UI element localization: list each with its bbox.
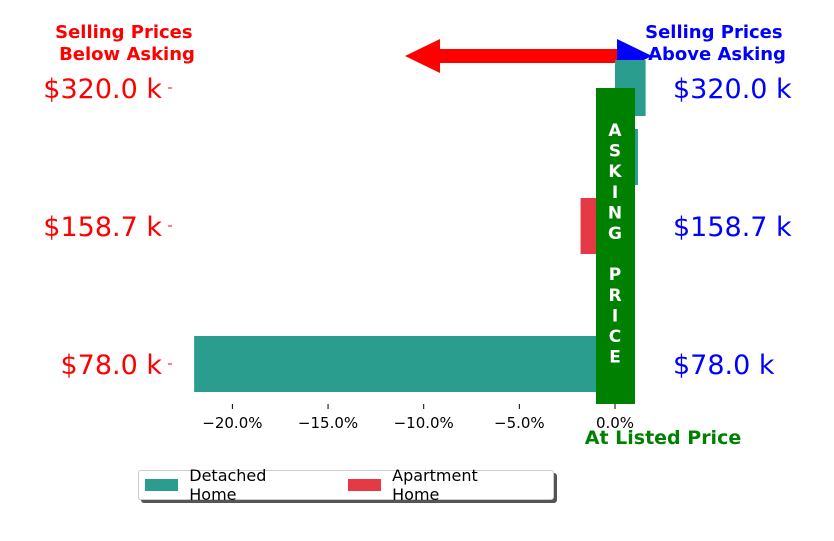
legend-swatch-apartment bbox=[347, 479, 382, 491]
bars bbox=[194, 60, 646, 392]
right-title-line-1: Selling Prices bbox=[645, 22, 782, 43]
legend-label-detached: Detached Home bbox=[189, 466, 267, 504]
left-tick-label: $158.7 k bbox=[43, 212, 162, 243]
legend-label-apartment: Apartment Home bbox=[392, 466, 478, 504]
x-tick-label: −15.0% bbox=[298, 414, 358, 432]
x-tick-label: 0.0% bbox=[596, 414, 634, 432]
double-arrow-icon bbox=[405, 39, 652, 73]
x-axis: −20.0% −15.0% −10.0% −5.0% 0.0% bbox=[202, 404, 634, 432]
legend-swatch-detached bbox=[145, 479, 179, 491]
asking-letter: I bbox=[612, 306, 618, 326]
right-tick-labels: $78.0 k $158.7 k $320.0 k bbox=[673, 74, 792, 381]
right-tick-label: $78.0 k bbox=[673, 350, 775, 381]
asking-letter: E bbox=[609, 348, 621, 368]
legend: Detached Home Apartment Home bbox=[138, 466, 554, 504]
asking-letter: I bbox=[612, 183, 618, 203]
right-tick-label: $320.0 k bbox=[673, 74, 792, 105]
asking-letter: N bbox=[608, 203, 622, 223]
legend-item-apartment: Apartment Home bbox=[347, 466, 527, 504]
right-tick-label: $158.7 k bbox=[673, 212, 792, 243]
asking-letter: K bbox=[608, 162, 622, 182]
at-listed-price-label: At Listed Price bbox=[585, 427, 741, 449]
left-title-line-1: Selling Prices bbox=[55, 22, 192, 43]
x-tick-label: −10.0% bbox=[394, 414, 454, 432]
left-title-line-2: Below Asking bbox=[59, 44, 195, 65]
arrow-head-left bbox=[405, 39, 440, 73]
asking-letter: A bbox=[608, 121, 622, 141]
x-tick-label: −20.0% bbox=[202, 414, 262, 432]
asking-letter bbox=[612, 245, 618, 265]
legend-item-detached: Detached Home bbox=[145, 466, 316, 504]
x-tick-label: −5.0% bbox=[494, 414, 545, 432]
right-title-line-2: Above Asking bbox=[648, 44, 786, 65]
left-tick-label: $320.0 k bbox=[43, 74, 162, 105]
asking-letter: S bbox=[609, 142, 621, 162]
chart-header: Selling Prices Below Asking Selling Pric… bbox=[55, 22, 789, 65]
left-tick-label: $78.0 k bbox=[60, 350, 162, 381]
arrow-shaft bbox=[438, 49, 618, 63]
left-title: Selling Prices Below Asking bbox=[55, 22, 199, 65]
asking-letter: C bbox=[609, 327, 621, 347]
asking-price-bar bbox=[596, 88, 635, 404]
asking-letter: P bbox=[609, 265, 621, 285]
asking-letter: R bbox=[608, 286, 621, 306]
bar-detached-home-0 bbox=[194, 336, 615, 392]
left-tick-labels: $78.0 k $158.7 k $320.0 k bbox=[43, 74, 172, 381]
right-title: Selling Prices Above Asking bbox=[645, 22, 789, 65]
asking-letter: G bbox=[608, 224, 622, 244]
